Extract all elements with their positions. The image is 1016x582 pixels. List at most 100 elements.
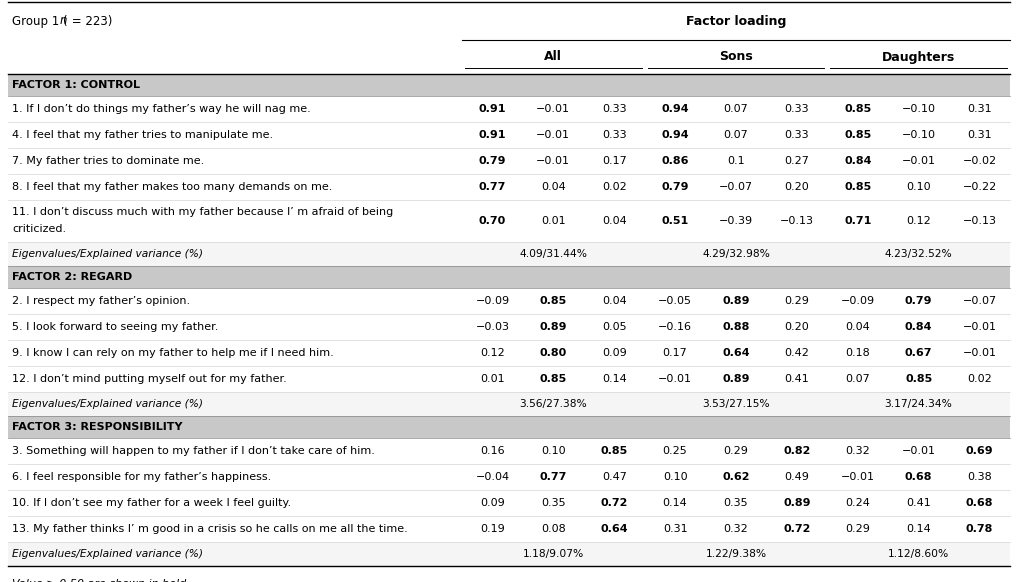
- Text: 0.24: 0.24: [845, 498, 871, 508]
- Text: 5. I look forward to seeing my father.: 5. I look forward to seeing my father.: [12, 322, 218, 332]
- Text: −0.01: −0.01: [536, 130, 570, 140]
- Text: 0.89: 0.89: [722, 374, 750, 384]
- Text: 0.91: 0.91: [479, 130, 506, 140]
- Text: 0.10: 0.10: [662, 472, 688, 482]
- Text: −0.03: −0.03: [475, 322, 509, 332]
- Text: 0.80: 0.80: [539, 348, 567, 358]
- Text: 0.35: 0.35: [542, 498, 566, 508]
- Text: Sons: Sons: [719, 51, 753, 63]
- Text: 0.72: 0.72: [600, 498, 628, 508]
- Text: 0.33: 0.33: [784, 104, 809, 114]
- Text: 0.10: 0.10: [542, 446, 566, 456]
- Text: Eigenvalues/Explained variance (%): Eigenvalues/Explained variance (%): [12, 399, 203, 409]
- Text: −0.13: −0.13: [780, 216, 814, 226]
- Bar: [8, 542, 1010, 566]
- Text: 0.94: 0.94: [661, 104, 689, 114]
- Text: 0.31: 0.31: [662, 524, 688, 534]
- Text: Group 1 (: Group 1 (: [12, 15, 68, 27]
- Text: −0.04: −0.04: [475, 472, 509, 482]
- Text: 0.09: 0.09: [601, 348, 627, 358]
- Text: 0.70: 0.70: [479, 216, 506, 226]
- Text: 0.25: 0.25: [662, 446, 688, 456]
- Text: 0.07: 0.07: [723, 104, 749, 114]
- Text: 0.17: 0.17: [662, 348, 688, 358]
- Text: 0.91: 0.91: [479, 104, 506, 114]
- Text: 0.88: 0.88: [722, 322, 750, 332]
- Text: 0.84: 0.84: [844, 156, 872, 166]
- Bar: [8, 74, 1010, 96]
- Text: 2. I respect my father’s opinion.: 2. I respect my father’s opinion.: [12, 296, 190, 306]
- Text: 0.68: 0.68: [905, 472, 933, 482]
- Text: −0.01: −0.01: [962, 322, 997, 332]
- Text: 0.77: 0.77: [539, 472, 567, 482]
- Text: −0.07: −0.07: [719, 182, 753, 192]
- Text: 0.14: 0.14: [662, 498, 688, 508]
- Text: 3.53/27.15%: 3.53/27.15%: [702, 399, 770, 409]
- Text: 0.18: 0.18: [845, 348, 870, 358]
- Text: FACTOR 2: REGARD: FACTOR 2: REGARD: [12, 272, 132, 282]
- Text: n: n: [60, 15, 67, 27]
- Text: 0.09: 0.09: [481, 498, 505, 508]
- Text: 0.32: 0.32: [723, 524, 749, 534]
- Text: FACTOR 3: RESPONSIBILITY: FACTOR 3: RESPONSIBILITY: [12, 422, 183, 432]
- Text: 0.89: 0.89: [539, 322, 567, 332]
- Text: −0.01: −0.01: [962, 348, 997, 358]
- Text: 0.04: 0.04: [601, 216, 627, 226]
- Text: 0.79: 0.79: [661, 182, 689, 192]
- Text: −0.09: −0.09: [840, 296, 875, 306]
- Text: 0.32: 0.32: [845, 446, 870, 456]
- Text: 0.17: 0.17: [601, 156, 627, 166]
- Text: 0.84: 0.84: [905, 322, 933, 332]
- Text: 0.29: 0.29: [845, 524, 871, 534]
- Text: 0.85: 0.85: [905, 374, 933, 384]
- Text: 0.77: 0.77: [479, 182, 506, 192]
- Text: 0.85: 0.85: [844, 182, 872, 192]
- Text: 0.01: 0.01: [481, 374, 505, 384]
- Text: 0.68: 0.68: [966, 498, 994, 508]
- Text: 1. If I don’t do things my father’s way he will nag me.: 1. If I don’t do things my father’s way …: [12, 104, 311, 114]
- Text: −0.13: −0.13: [962, 216, 997, 226]
- Text: 0.14: 0.14: [906, 524, 931, 534]
- Text: 13. My father thinks I’ m good in a crisis so he calls on me all the time.: 13. My father thinks I’ m good in a cris…: [12, 524, 407, 534]
- Text: 3.56/27.38%: 3.56/27.38%: [519, 399, 587, 409]
- Text: 0.51: 0.51: [661, 216, 689, 226]
- Text: All: All: [545, 51, 562, 63]
- Text: 10. If I don’t see my father for a week I feel guilty.: 10. If I don’t see my father for a week …: [12, 498, 292, 508]
- Text: 0.1: 0.1: [727, 156, 745, 166]
- Text: −0.10: −0.10: [901, 104, 936, 114]
- Text: −0.01: −0.01: [536, 104, 570, 114]
- Text: 7. My father tries to dominate me.: 7. My father tries to dominate me.: [12, 156, 204, 166]
- Text: 0.33: 0.33: [601, 104, 627, 114]
- Text: 8. I feel that my father makes too many demands on me.: 8. I feel that my father makes too many …: [12, 182, 332, 192]
- Text: criticized.: criticized.: [12, 223, 66, 233]
- Text: 1.22/9.38%: 1.22/9.38%: [705, 549, 766, 559]
- Text: −0.02: −0.02: [962, 156, 997, 166]
- Text: FACTOR 1: CONTROL: FACTOR 1: CONTROL: [12, 80, 140, 90]
- Text: 0.64: 0.64: [600, 524, 628, 534]
- Bar: [8, 266, 1010, 288]
- Text: 0.31: 0.31: [967, 130, 992, 140]
- Text: 0.02: 0.02: [967, 374, 992, 384]
- Text: 0.04: 0.04: [541, 182, 566, 192]
- Text: 0.79: 0.79: [905, 296, 933, 306]
- Text: −0.16: −0.16: [658, 322, 692, 332]
- Text: 0.27: 0.27: [784, 156, 810, 166]
- Text: 0.85: 0.85: [844, 104, 872, 114]
- Text: 0.12: 0.12: [906, 216, 931, 226]
- Text: 0.20: 0.20: [784, 182, 810, 192]
- Text: 0.67: 0.67: [905, 348, 933, 358]
- Bar: [8, 242, 1010, 266]
- Text: = 223): = 223): [68, 15, 113, 27]
- Text: 0.16: 0.16: [481, 446, 505, 456]
- Text: 4. I feel that my father tries to manipulate me.: 4. I feel that my father tries to manipu…: [12, 130, 273, 140]
- Text: 9. I know I can rely on my father to help me if I need him.: 9. I know I can rely on my father to hel…: [12, 348, 333, 358]
- Text: Factor loading: Factor loading: [686, 15, 786, 27]
- Text: 0.29: 0.29: [784, 296, 810, 306]
- Text: 0.89: 0.89: [783, 498, 811, 508]
- Text: 0.85: 0.85: [539, 296, 567, 306]
- Text: 0.78: 0.78: [966, 524, 994, 534]
- Text: 0.31: 0.31: [967, 104, 992, 114]
- Text: 0.04: 0.04: [845, 322, 870, 332]
- Text: 0.20: 0.20: [784, 322, 810, 332]
- Text: 0.62: 0.62: [722, 472, 750, 482]
